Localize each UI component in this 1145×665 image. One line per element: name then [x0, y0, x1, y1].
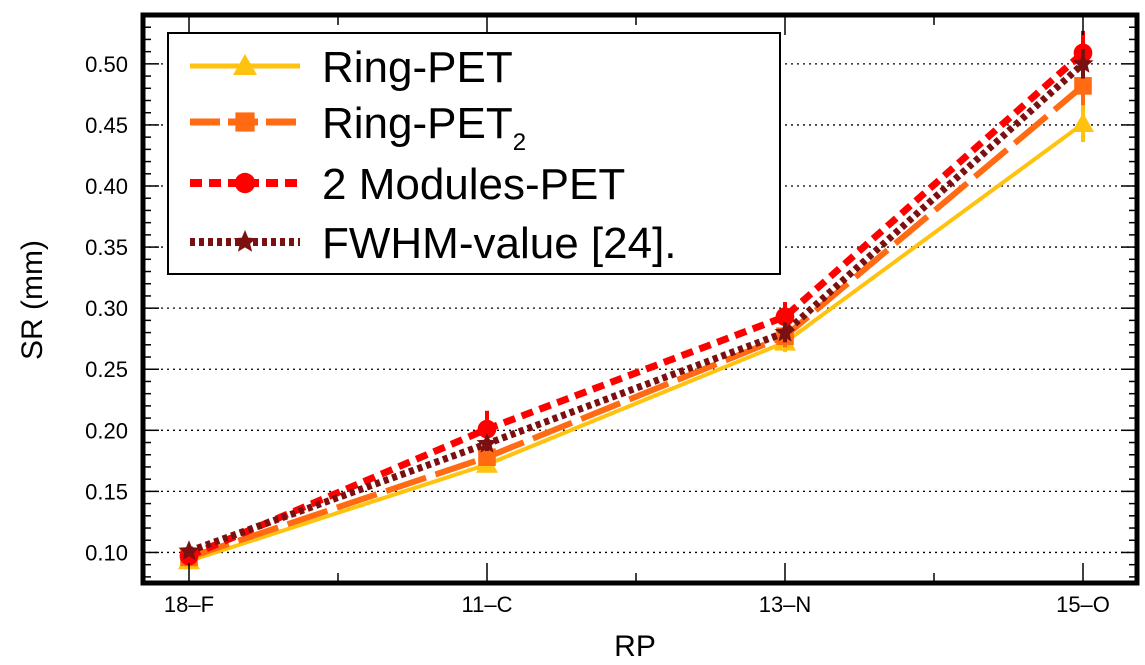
data-point-triangle: [233, 54, 257, 75]
series-line: [187, 50, 1086, 560]
y-tick-label: 0.25: [85, 357, 128, 382]
y-tick-label: 0.50: [85, 52, 128, 77]
series-line: [188, 122, 1085, 563]
y-tick-label: 0.10: [85, 540, 128, 565]
legend-label: 2 Modules-PET: [322, 160, 625, 209]
data-point-square: [478, 448, 496, 466]
data-point-square: [235, 112, 255, 132]
legend-entry: Ring-PET2: [190, 99, 526, 156]
legend-label: Ring-PET: [322, 43, 513, 92]
data-point-circle: [234, 172, 256, 194]
x-tick-label: 11–C: [462, 592, 513, 617]
tick-labels: 0.10 0.15 0.20 0.25 0.30 0.35 0.40 0.45 0.50 18–F…: [85, 52, 1110, 617]
legend-entry: FWHM-value [24].: [190, 219, 677, 268]
legend-label: FWHM-value [24].: [322, 219, 677, 268]
legend-entry: 2 Modules-PET: [190, 160, 625, 209]
y-tick-label: 0.45: [85, 113, 128, 138]
data-point-star: [476, 432, 498, 453]
x-tick-label: 13–N: [759, 592, 812, 617]
data-point-star: [233, 230, 257, 252]
plot-frame: [140, 12, 1140, 586]
series-line: [188, 83, 1085, 561]
data-point-square: [1074, 77, 1092, 95]
y-tick-label: 0.30: [85, 296, 128, 321]
x-tick-label: 15–O: [1056, 592, 1110, 617]
x-axis-label: RP: [614, 630, 656, 663]
series-lines: [178, 30, 1094, 570]
data-point-circle: [477, 419, 497, 439]
data-point-star: [1072, 52, 1094, 73]
grid-lines: [143, 63, 1137, 554]
series-4: [178, 49, 1094, 561]
legend-label: Ring-PET2: [322, 99, 526, 156]
data-point-star: [774, 321, 796, 342]
x-tick-label: 18–F: [164, 592, 214, 617]
legend-box: [167, 32, 781, 275]
legend-label-subscript: 2: [513, 129, 526, 156]
data-point-circle: [775, 307, 795, 327]
y-tick-label: 0.15: [85, 479, 128, 504]
axis-ticks: [143, 14, 1137, 583]
legend-entry: Ring-PET: [190, 43, 513, 92]
plot-border: [140, 12, 1140, 586]
data-point-star: [178, 540, 200, 561]
data-point-triangle: [1072, 112, 1094, 132]
y-tick-label: 0.35: [85, 235, 128, 260]
y-axis-label: SR (mm): [16, 240, 49, 360]
y-tick-label: 0.20: [85, 418, 128, 443]
y-tick-label: 0.40: [85, 174, 128, 199]
